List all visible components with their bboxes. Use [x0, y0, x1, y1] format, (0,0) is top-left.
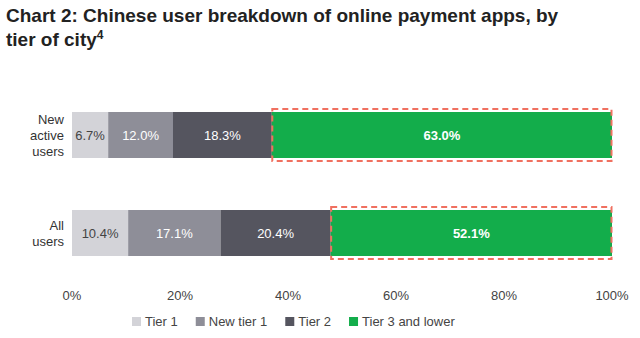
- bar-segment: [108, 112, 173, 158]
- bar-segment: [272, 112, 612, 158]
- legend-label: Tier 3 and lower: [362, 314, 455, 329]
- data-label: 18.3%: [204, 128, 241, 143]
- data-label: 63.0%: [423, 128, 460, 143]
- chart: Chart 2: Chinese user breakdown of onlin…: [0, 0, 640, 338]
- highlights: [272, 109, 611, 259]
- category-label-line: active: [30, 128, 64, 143]
- tick-label: 80%: [491, 288, 517, 303]
- highlight-box: [272, 109, 611, 161]
- title-line: Chart 2: Chinese user breakdown of onlin…: [6, 5, 559, 26]
- legend-swatch: [349, 317, 358, 326]
- data-labels: 6.7% 12.0% 18.3% 63.0% 10.4% 17.1% 20.4% 52.1%: [75, 128, 490, 241]
- data-label: 52.1%: [453, 226, 490, 241]
- bar-segment: [72, 210, 128, 256]
- tick-label: 40%: [275, 288, 301, 303]
- title-line: tier of city: [6, 29, 97, 50]
- legend-swatch: [196, 317, 205, 326]
- legend-label: Tier 1: [145, 314, 178, 329]
- category-label-line: New: [38, 112, 65, 127]
- tick-label: 20%: [167, 288, 193, 303]
- bar-segment: [331, 210, 612, 256]
- category-label: Newactiveusers: [30, 112, 65, 159]
- title-footnote: 4: [97, 28, 104, 42]
- legend-label: Tier 2: [298, 314, 331, 329]
- data-label: 6.7%: [75, 128, 105, 143]
- category-label-line: users: [32, 234, 64, 249]
- title: Chart 2: Chinese user breakdown of onlin…: [6, 5, 559, 50]
- data-label: 17.1%: [156, 226, 193, 241]
- tick-label: 0%: [63, 288, 82, 303]
- category-label-line: All: [50, 218, 65, 233]
- category-label: Allusers: [32, 218, 64, 249]
- highlight-box: [331, 207, 611, 259]
- legend-swatch: [132, 317, 141, 326]
- legend-swatch: [285, 317, 294, 326]
- bar-segment: [173, 112, 272, 158]
- tick-label: 60%: [383, 288, 409, 303]
- data-label: 12.0%: [122, 128, 159, 143]
- category-label-line: users: [32, 144, 64, 159]
- bar-segment: [221, 210, 331, 256]
- legend-label: New tier 1: [209, 314, 268, 329]
- tick-label: 100%: [595, 288, 629, 303]
- bar-segment: [128, 210, 220, 256]
- data-label: 10.4%: [82, 226, 119, 241]
- bar-segment: [72, 112, 108, 158]
- data-label: 20.4%: [257, 226, 294, 241]
- bars: [72, 112, 612, 256]
- legend: Tier 1 New tier 1 Tier 2 Tier 3 and lower: [132, 314, 455, 329]
